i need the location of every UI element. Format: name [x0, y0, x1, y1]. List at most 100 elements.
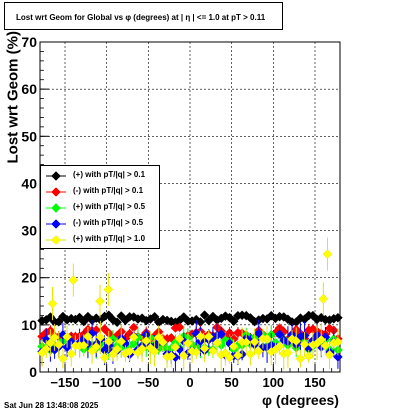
data-point [333, 337, 343, 347]
legend-label: (+) with pT/|q| > 0.1 [73, 170, 146, 179]
data-point [233, 350, 243, 361]
legend-item: (-) with pT/|q| > 0.5 [45, 217, 159, 231]
data-point [137, 343, 147, 354]
data-point [318, 294, 329, 304]
data-point [278, 312, 289, 322]
data-point [324, 349, 335, 360]
data-point [249, 336, 260, 347]
data-point [295, 353, 306, 364]
x-tick-label: 100 [262, 375, 284, 390]
legend-marker-diamond [51, 203, 61, 213]
data-point [62, 331, 72, 342]
data-point [303, 351, 314, 362]
x-tick-label: 150 [304, 375, 326, 390]
data-point [49, 332, 60, 343]
data-point [103, 284, 114, 295]
data-point [262, 333, 272, 344]
data-point [166, 351, 177, 362]
legend-label: (-) with pT/|q| > 0.1 [73, 186, 144, 195]
data-point [66, 349, 77, 359]
data-point [112, 344, 122, 355]
data-point [149, 311, 160, 322]
data-point [216, 329, 227, 339]
data-point [45, 338, 56, 348]
data-point [83, 331, 93, 342]
data-point [228, 316, 239, 327]
y-tick-label: 20 [21, 270, 37, 286]
data-point [253, 346, 264, 357]
data-point [183, 338, 193, 349]
data-point [203, 331, 214, 342]
data-point [333, 352, 343, 362]
data-point [228, 341, 239, 352]
data-point [195, 331, 206, 342]
data-point [208, 346, 218, 356]
data-point [191, 347, 202, 358]
data-point [99, 352, 110, 363]
data-point [308, 310, 318, 321]
data-point [322, 249, 333, 259]
data-point [245, 313, 256, 323]
data-point [333, 312, 343, 323]
data-point [174, 334, 185, 344]
data-point [95, 296, 105, 307]
y-tick-label: 50 [21, 128, 37, 144]
data-point [299, 339, 310, 350]
legend-marker [46, 235, 66, 245]
legend-marker [46, 219, 66, 229]
data-point [53, 339, 64, 350]
legend-marker-diamond [51, 171, 61, 181]
data-point [112, 317, 122, 328]
data-point [283, 314, 293, 325]
data-point [274, 341, 285, 352]
data-point [145, 343, 156, 353]
data-point [141, 336, 152, 346]
chart-title: Lost wrt Geom for Global vs φ (degrees) … [16, 13, 266, 22]
legend-marker-diamond [51, 219, 61, 229]
x-axis-label: φ (degrees) [262, 392, 339, 408]
x-tick-label: −50 [137, 375, 159, 390]
title-box: Lost wrt Geom for Global vs φ (degrees) … [4, 2, 283, 30]
y-tick-label: 40 [21, 175, 37, 191]
legend-marker-diamond [51, 235, 61, 245]
y-axis-label: Lost wrt Geom (%) [4, 30, 22, 164]
data-point [178, 350, 189, 361]
legend-item: (-) with pT/|q| > 0.1 [45, 185, 159, 199]
data-point [47, 298, 58, 309]
data-point [320, 340, 331, 351]
data-point [149, 346, 160, 357]
data-point [253, 328, 264, 339]
data-point [199, 310, 210, 320]
legend-marker [46, 171, 66, 181]
data-point [124, 346, 135, 357]
timestamp: Sat Jun 28 13:48:08 2025 [4, 401, 99, 410]
legend-item: (+) with pT/|q| > 0.1 [45, 169, 159, 183]
data-point [116, 336, 127, 347]
data-point [58, 353, 68, 364]
data-point [199, 343, 210, 354]
x-tick-label: 0 [186, 375, 193, 390]
data-point [283, 347, 293, 358]
legend-marker-diamond [51, 187, 61, 197]
x-tick-label: 50 [224, 375, 238, 390]
x-tick-label: −150 [50, 375, 79, 390]
y-tick-label: 10 [21, 317, 37, 333]
legend-label: (+) with pT/|q| > 1.0 [73, 234, 146, 243]
data-point [291, 336, 302, 346]
data-point [212, 337, 222, 348]
data-point [91, 341, 102, 352]
legend-marker [46, 187, 66, 197]
x-tick-label: −100 [92, 375, 121, 390]
data-point [170, 342, 181, 352]
y-tick-label: 60 [21, 81, 37, 97]
y-tick-label: 70 [21, 34, 37, 50]
data-point [241, 337, 252, 348]
data-point [316, 334, 327, 345]
data-point [41, 344, 52, 354]
data-point [95, 332, 106, 343]
data-point [103, 336, 114, 347]
data-point [68, 275, 79, 285]
legend-marker [46, 203, 66, 213]
legend-label: (+) with pT/|q| > 0.5 [73, 202, 146, 211]
data-point [208, 311, 218, 322]
